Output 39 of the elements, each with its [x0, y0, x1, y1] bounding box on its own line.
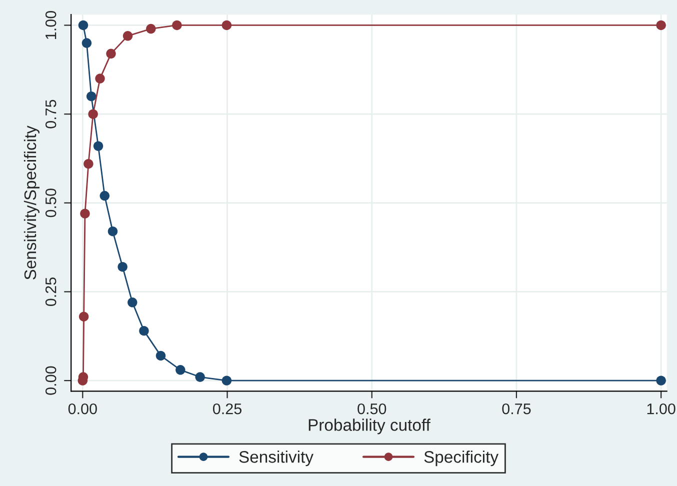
point	[86, 91, 96, 102]
point	[122, 31, 133, 41]
y-tick-label: 0.75	[45, 100, 56, 128]
point	[156, 350, 166, 361]
point	[146, 24, 156, 34]
point	[195, 372, 205, 382]
point	[656, 376, 666, 386]
point	[172, 20, 182, 30]
y-axis-title: Sensitivity/Specificity	[24, 126, 40, 280]
point	[176, 365, 186, 375]
point	[139, 326, 149, 336]
point	[93, 141, 104, 151]
point	[128, 298, 138, 308]
x-axis-title: Probability cutoff	[308, 418, 430, 434]
point	[222, 376, 232, 386]
point	[106, 48, 116, 59]
y-tick-label: 1.00	[45, 10, 56, 39]
point	[108, 226, 118, 236]
x-tick-label: 0.00	[68, 403, 97, 414]
y-tick-label: 0.00	[45, 366, 56, 395]
y-tick-label: 0.25	[45, 278, 56, 306]
x-tick-label: 1.00	[647, 403, 676, 414]
point	[95, 74, 105, 84]
point	[118, 262, 128, 272]
y-tick-label: 0.50	[45, 188, 56, 218]
point	[100, 190, 110, 201]
legend-label: Specificity	[424, 450, 498, 466]
point	[78, 312, 89, 322]
x-tick-label: 0.50	[358, 403, 386, 414]
point	[82, 38, 92, 48]
x-tick-label: 0.25	[212, 403, 242, 414]
point	[88, 109, 98, 119]
x-tick-label: 0.75	[502, 403, 531, 414]
point	[656, 20, 666, 30]
point	[78, 20, 88, 30]
legend-label: Sensitivity	[239, 450, 314, 466]
point	[80, 208, 90, 218]
point	[84, 158, 94, 169]
point	[222, 20, 232, 30]
